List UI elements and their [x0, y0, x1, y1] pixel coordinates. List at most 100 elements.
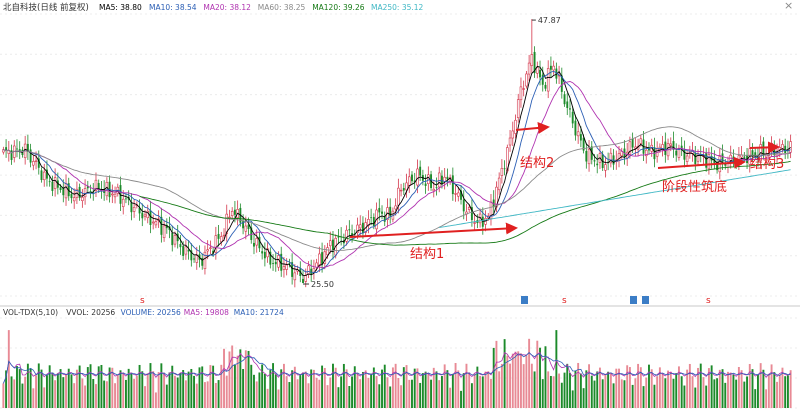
candle-body [321, 252, 324, 265]
candle-body [536, 67, 539, 74]
volume-bar [299, 375, 302, 408]
candle-body [173, 235, 177, 245]
volume-bar [318, 379, 321, 408]
candle-body [121, 198, 125, 207]
candle-body [424, 183, 427, 186]
volume-bar [503, 339, 506, 408]
candle-body [460, 190, 462, 200]
vol-ma10-line [3, 352, 791, 384]
low-price-label: 25.50 [311, 280, 334, 289]
volume-bar [457, 370, 460, 408]
candle-body [645, 149, 648, 157]
volume-bar [10, 376, 13, 408]
volume-bar [201, 366, 204, 408]
volume-bar [179, 372, 182, 408]
candle-body [402, 188, 405, 191]
candle-body [230, 211, 234, 216]
candle-body [778, 147, 781, 150]
volume-bar [18, 369, 21, 408]
volume-bar [198, 367, 201, 408]
volume-bar [645, 377, 648, 408]
volume-bar [144, 386, 146, 408]
candle-body [5, 147, 8, 152]
candle-body [62, 187, 65, 196]
volume-bar [623, 380, 626, 408]
candle-body [228, 216, 231, 219]
candle-body [566, 101, 569, 108]
volume-bar [152, 371, 155, 408]
volume-bar [206, 381, 209, 408]
candle-body [310, 268, 313, 274]
candle-body [59, 187, 62, 190]
volume-bar [460, 390, 462, 408]
candle-body [282, 266, 286, 270]
volume-bar [95, 384, 97, 408]
volume-bar [100, 364, 103, 408]
candle-body [291, 262, 294, 277]
volume-bar [411, 379, 413, 408]
volume-bar [648, 364, 650, 408]
volume-bar [223, 348, 225, 408]
volume-bar [86, 367, 89, 408]
volume-bar [476, 366, 479, 408]
volume-bar [620, 379, 623, 408]
ma5-line [3, 65, 791, 277]
candle-body [244, 225, 248, 232]
candle-body [143, 214, 147, 217]
volume-bar [661, 373, 664, 408]
candle-body [470, 207, 473, 220]
volume-bar [65, 374, 67, 408]
volume-bar [220, 364, 223, 408]
volume-bar [81, 378, 84, 408]
candle-body [574, 120, 577, 136]
volume-bar [686, 369, 689, 408]
candle-body [672, 141, 675, 150]
candle-body [332, 239, 334, 253]
volume-bar [97, 366, 100, 408]
high-price-label: 47.87 [538, 16, 561, 25]
volume-bar [650, 369, 653, 408]
volume-bar [762, 369, 765, 408]
volume-bar [552, 376, 555, 408]
volume-bar [509, 363, 512, 408]
volume-bar [323, 367, 326, 408]
close-icon[interactable]: × [784, 0, 794, 12]
candle-body [467, 207, 471, 210]
volume-bar [332, 363, 334, 408]
candle-body [64, 183, 68, 199]
candle-body [351, 233, 354, 236]
candle-body [277, 255, 280, 268]
volume-bar [727, 371, 729, 408]
volume-bar [615, 368, 618, 408]
candle-body [307, 265, 310, 275]
candle-body [162, 225, 166, 238]
candle-body [427, 174, 430, 184]
volume-bar [351, 376, 354, 408]
candle-body [497, 177, 501, 191]
volume-bar [291, 370, 294, 408]
candle-body [97, 182, 100, 190]
volume-bar [413, 368, 416, 408]
ma10-line [3, 70, 791, 274]
volume-bar [187, 371, 190, 408]
candle-body [527, 62, 531, 75]
volume-bar [190, 368, 193, 408]
candle-body [113, 193, 117, 198]
volume-bar [345, 369, 348, 408]
s-marker: s [140, 296, 145, 306]
volume-bar [105, 381, 108, 408]
candle-body [326, 247, 329, 256]
volume-bar [694, 387, 697, 408]
volume-bar [285, 376, 288, 408]
structure1-label: 结构1 [410, 247, 444, 262]
volume-bar [751, 369, 754, 408]
candle-body [549, 65, 552, 70]
volume-bar [754, 389, 757, 408]
candle-body [206, 249, 209, 252]
volume-bar [729, 372, 732, 408]
moving-average-lines [3, 65, 791, 277]
info-marker [521, 296, 528, 304]
volume-bar [721, 369, 724, 408]
volume-bar [574, 370, 577, 408]
candle-body [751, 150, 754, 156]
